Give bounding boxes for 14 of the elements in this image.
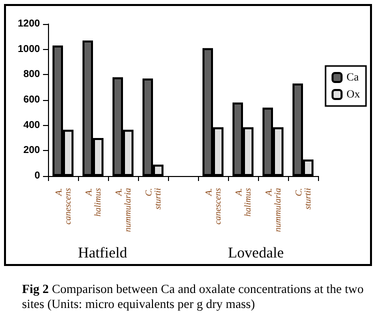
x-tick-label: A. canescens [204, 188, 222, 224]
text: Hatfield [78, 246, 128, 262]
x-tick-label: A. canescens [54, 188, 72, 224]
y-tick-label: 200 [23, 145, 40, 156]
y-tick-label: 800 [23, 69, 40, 80]
legend-label: Ox [346, 88, 360, 100]
caption: Fig 2 Comparison between Ca and oxalate concentrations at the two sites (Units: micro equivalents per g dry mass) [22, 282, 365, 312]
y-tick-label: 400 [23, 120, 40, 131]
text: Lovedale [228, 246, 284, 262]
legend-label: Ca [346, 72, 359, 84]
y-tick-label: 1200 [18, 18, 40, 30]
y-tick-label: 600 [23, 94, 40, 106]
y-tick-label: 1000 [18, 44, 40, 55]
y-tick-label: 0 [34, 170, 40, 182]
